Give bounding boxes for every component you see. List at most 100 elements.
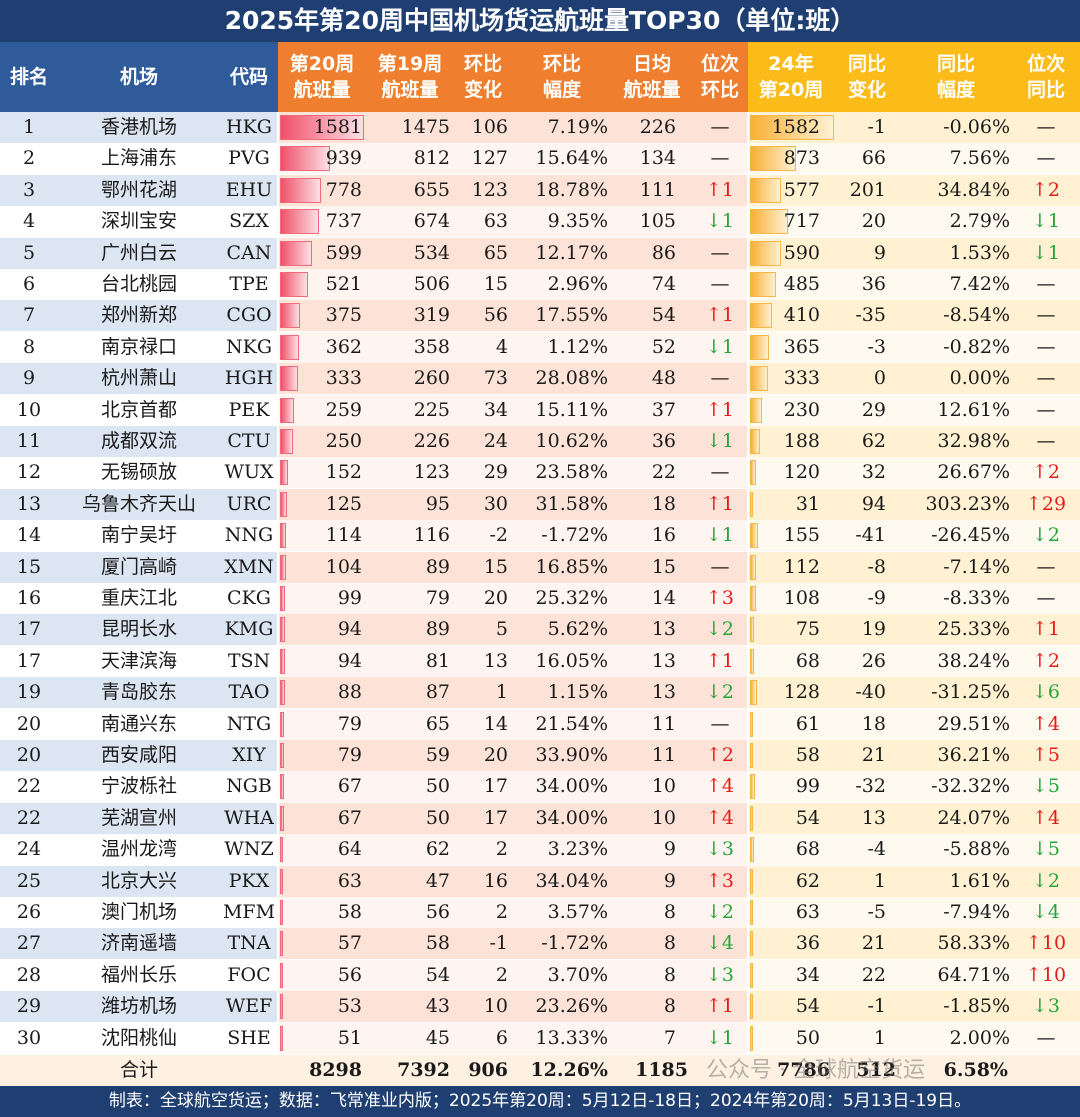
cell-yoy-pct: -32.32% [931, 775, 1010, 798]
cell-yoy-pct: -0.82% [943, 335, 1010, 358]
cell-rank-yoy: ↑4 [1031, 712, 1060, 735]
cell-w20: 521 [325, 273, 362, 295]
cell-rank: 5 [22, 241, 36, 264]
cell-rank-wow: ↓2 [705, 901, 734, 923]
bar-2024-w20 [750, 272, 776, 297]
cell-code: TPE [229, 273, 269, 295]
cell-code: KMG [224, 618, 274, 641]
table-row: 27 济南遥墙 TNA 57 58 -1 -1.72% 8 ↓4 36 21 58.33% ↑10 [0, 928, 1080, 960]
cell-yoy-pct: 2.00% [949, 1026, 1010, 1049]
cell-yoy-pct: 12.61% [937, 398, 1010, 421]
cell-2024-w20: 230 [783, 398, 820, 421]
cell-yoy-change: 20 [861, 210, 886, 233]
table-row: 28 福州长乐 FOC 56 54 2 3.70% 8 ↓3 34 22 64.71% ↑10 [0, 959, 1080, 991]
cell-rank-yoy: — [1036, 430, 1056, 452]
cell-2024-w20: 68 [795, 838, 820, 861]
cell-airport: 重庆江北 [100, 587, 177, 609]
cell-airport: 北京首都 [100, 398, 177, 421]
cell-rank: 20 [16, 744, 42, 766]
bar-2024-w20 [750, 209, 789, 235]
cell-2024-w20: 112 [783, 555, 820, 578]
cell-yoy-pct: 64.71% [937, 963, 1010, 986]
cell-rank-yoy: ↑5 [1031, 744, 1060, 766]
bar-w20 [280, 648, 285, 674]
cell-rank-yoy: — [1036, 147, 1056, 170]
cell-2024-w20: 36 [795, 932, 820, 955]
table-row: 4 深圳宝安 SZX 737 674 63 9.35% 105 ↓1 717 20 2.79% ↓1 [0, 206, 1080, 238]
cell-daily: 22 [651, 461, 676, 484]
bar-2024-w20 [750, 994, 753, 1020]
cell-wow-pct: 3.70% [547, 963, 608, 986]
cell-rank-yoy: ↓2 [1031, 524, 1060, 547]
cell-wow-pct: 16.85% [535, 555, 608, 578]
page-title: 2025年第20周中国机场货运航班量TOP30（单位:班） [0, 0, 1080, 42]
cell-airport: 沈阳桃仙 [100, 1026, 177, 1049]
cell-rank-wow: — [710, 555, 730, 578]
cell-2024-w20: 68 [795, 649, 820, 672]
cell-w20: 250 [325, 430, 362, 452]
cell-w19: 56 [425, 901, 450, 923]
table-row: 11 成都双流 CTU 250 226 24 10.62% 36 ↓1 188 62 32.98% — [0, 426, 1080, 457]
cell-wow-pct: 2.96% [547, 273, 608, 295]
cell-w20: 778 [325, 178, 362, 201]
bar-2024-w20 [750, 774, 756, 800]
cell-2024-w20: 410 [783, 304, 820, 327]
cell-airport: 广州白云 [100, 241, 177, 264]
cell-yoy-change: 1 [873, 869, 886, 892]
header-rank-wow: 位次 环比 [692, 42, 748, 112]
cell-yoy-change: 94 [861, 492, 886, 515]
cell-wow-pct: 7.19% [547, 116, 608, 138]
bar-2024-w20 [750, 303, 772, 329]
cell-daily: 13 [651, 681, 676, 704]
cell-rank-yoy: ↑4 [1031, 806, 1060, 829]
cell-rank-yoy: ↑2 [1031, 178, 1060, 201]
cell-yoy-change: 21 [861, 932, 886, 955]
bar-2024-w20 [750, 900, 754, 925]
cell-yoy-pct: 1.61% [949, 869, 1010, 892]
cell-w20: 94 [337, 618, 362, 641]
cell-wow-pct: 13.33% [535, 1026, 608, 1049]
cell-2024-w20: 61 [795, 712, 820, 735]
cell-wow-pct: -1.72% [541, 932, 608, 955]
bar-2024-w20 [750, 429, 760, 454]
cell-rank-wow: ↓1 [705, 210, 734, 233]
header-daily: 日均 航班量 [612, 42, 692, 112]
cell-daily: 16 [651, 524, 676, 547]
cell-wow-pct: 15.64% [535, 147, 608, 170]
cell-yoy-pct: -1.85% [943, 995, 1010, 1018]
cell-airport: 青岛胶东 [100, 681, 177, 704]
cell-rank-yoy: — [1036, 367, 1056, 390]
cell-code: HKG [226, 116, 272, 138]
bar-2024-w20 [750, 146, 797, 172]
table-row: 10 北京首都 PEK 259 225 34 15.11% 37 ↑1 230 29 12.61% — [0, 394, 1080, 426]
cell-code: FOC [227, 963, 271, 986]
cell-yoy-pct: 0.00% [949, 367, 1010, 390]
cell-rank-wow: ↓2 [705, 681, 734, 704]
cell-w20: 114 [325, 524, 362, 547]
cell-wow-pct: 3.23% [547, 838, 608, 861]
cell-rank-wow: — [710, 116, 730, 138]
cell-w19: 65 [425, 712, 450, 735]
cell-airport: 天津滨海 [100, 649, 177, 672]
cell-wow-pct: 33.90% [535, 744, 608, 766]
cell-daily: 10 [651, 806, 676, 829]
cell-2024-w20: 99 [795, 775, 820, 798]
cell-w20: 53 [337, 995, 362, 1018]
cell-w20: 152 [325, 461, 362, 484]
cell-yoy-change: 19 [861, 618, 886, 641]
cell-2024-w20: 717 [783, 210, 820, 233]
bar-w20 [280, 680, 285, 706]
cell-daily: 105 [639, 210, 676, 233]
table-row: 9 杭州萧山 HGH 333 260 73 28.08% 48 — 333 0 0.00% — [0, 363, 1080, 395]
cell-rank-yoy: ↑1 [1031, 618, 1060, 641]
cell-wow-change: 17 [483, 775, 508, 798]
cell-code: SHE [227, 1026, 271, 1049]
cell-wow-change: 4 [495, 335, 508, 358]
cell-code: PKX [228, 869, 270, 892]
cell-daily: 11 [651, 744, 676, 766]
cell-daily: 36 [651, 430, 676, 452]
cell-rank: 17 [16, 649, 42, 672]
cell-w20: 333 [325, 367, 362, 390]
cell-yoy-change: 29 [861, 398, 886, 421]
cell-rank-yoy: ↑10 [1025, 932, 1067, 955]
